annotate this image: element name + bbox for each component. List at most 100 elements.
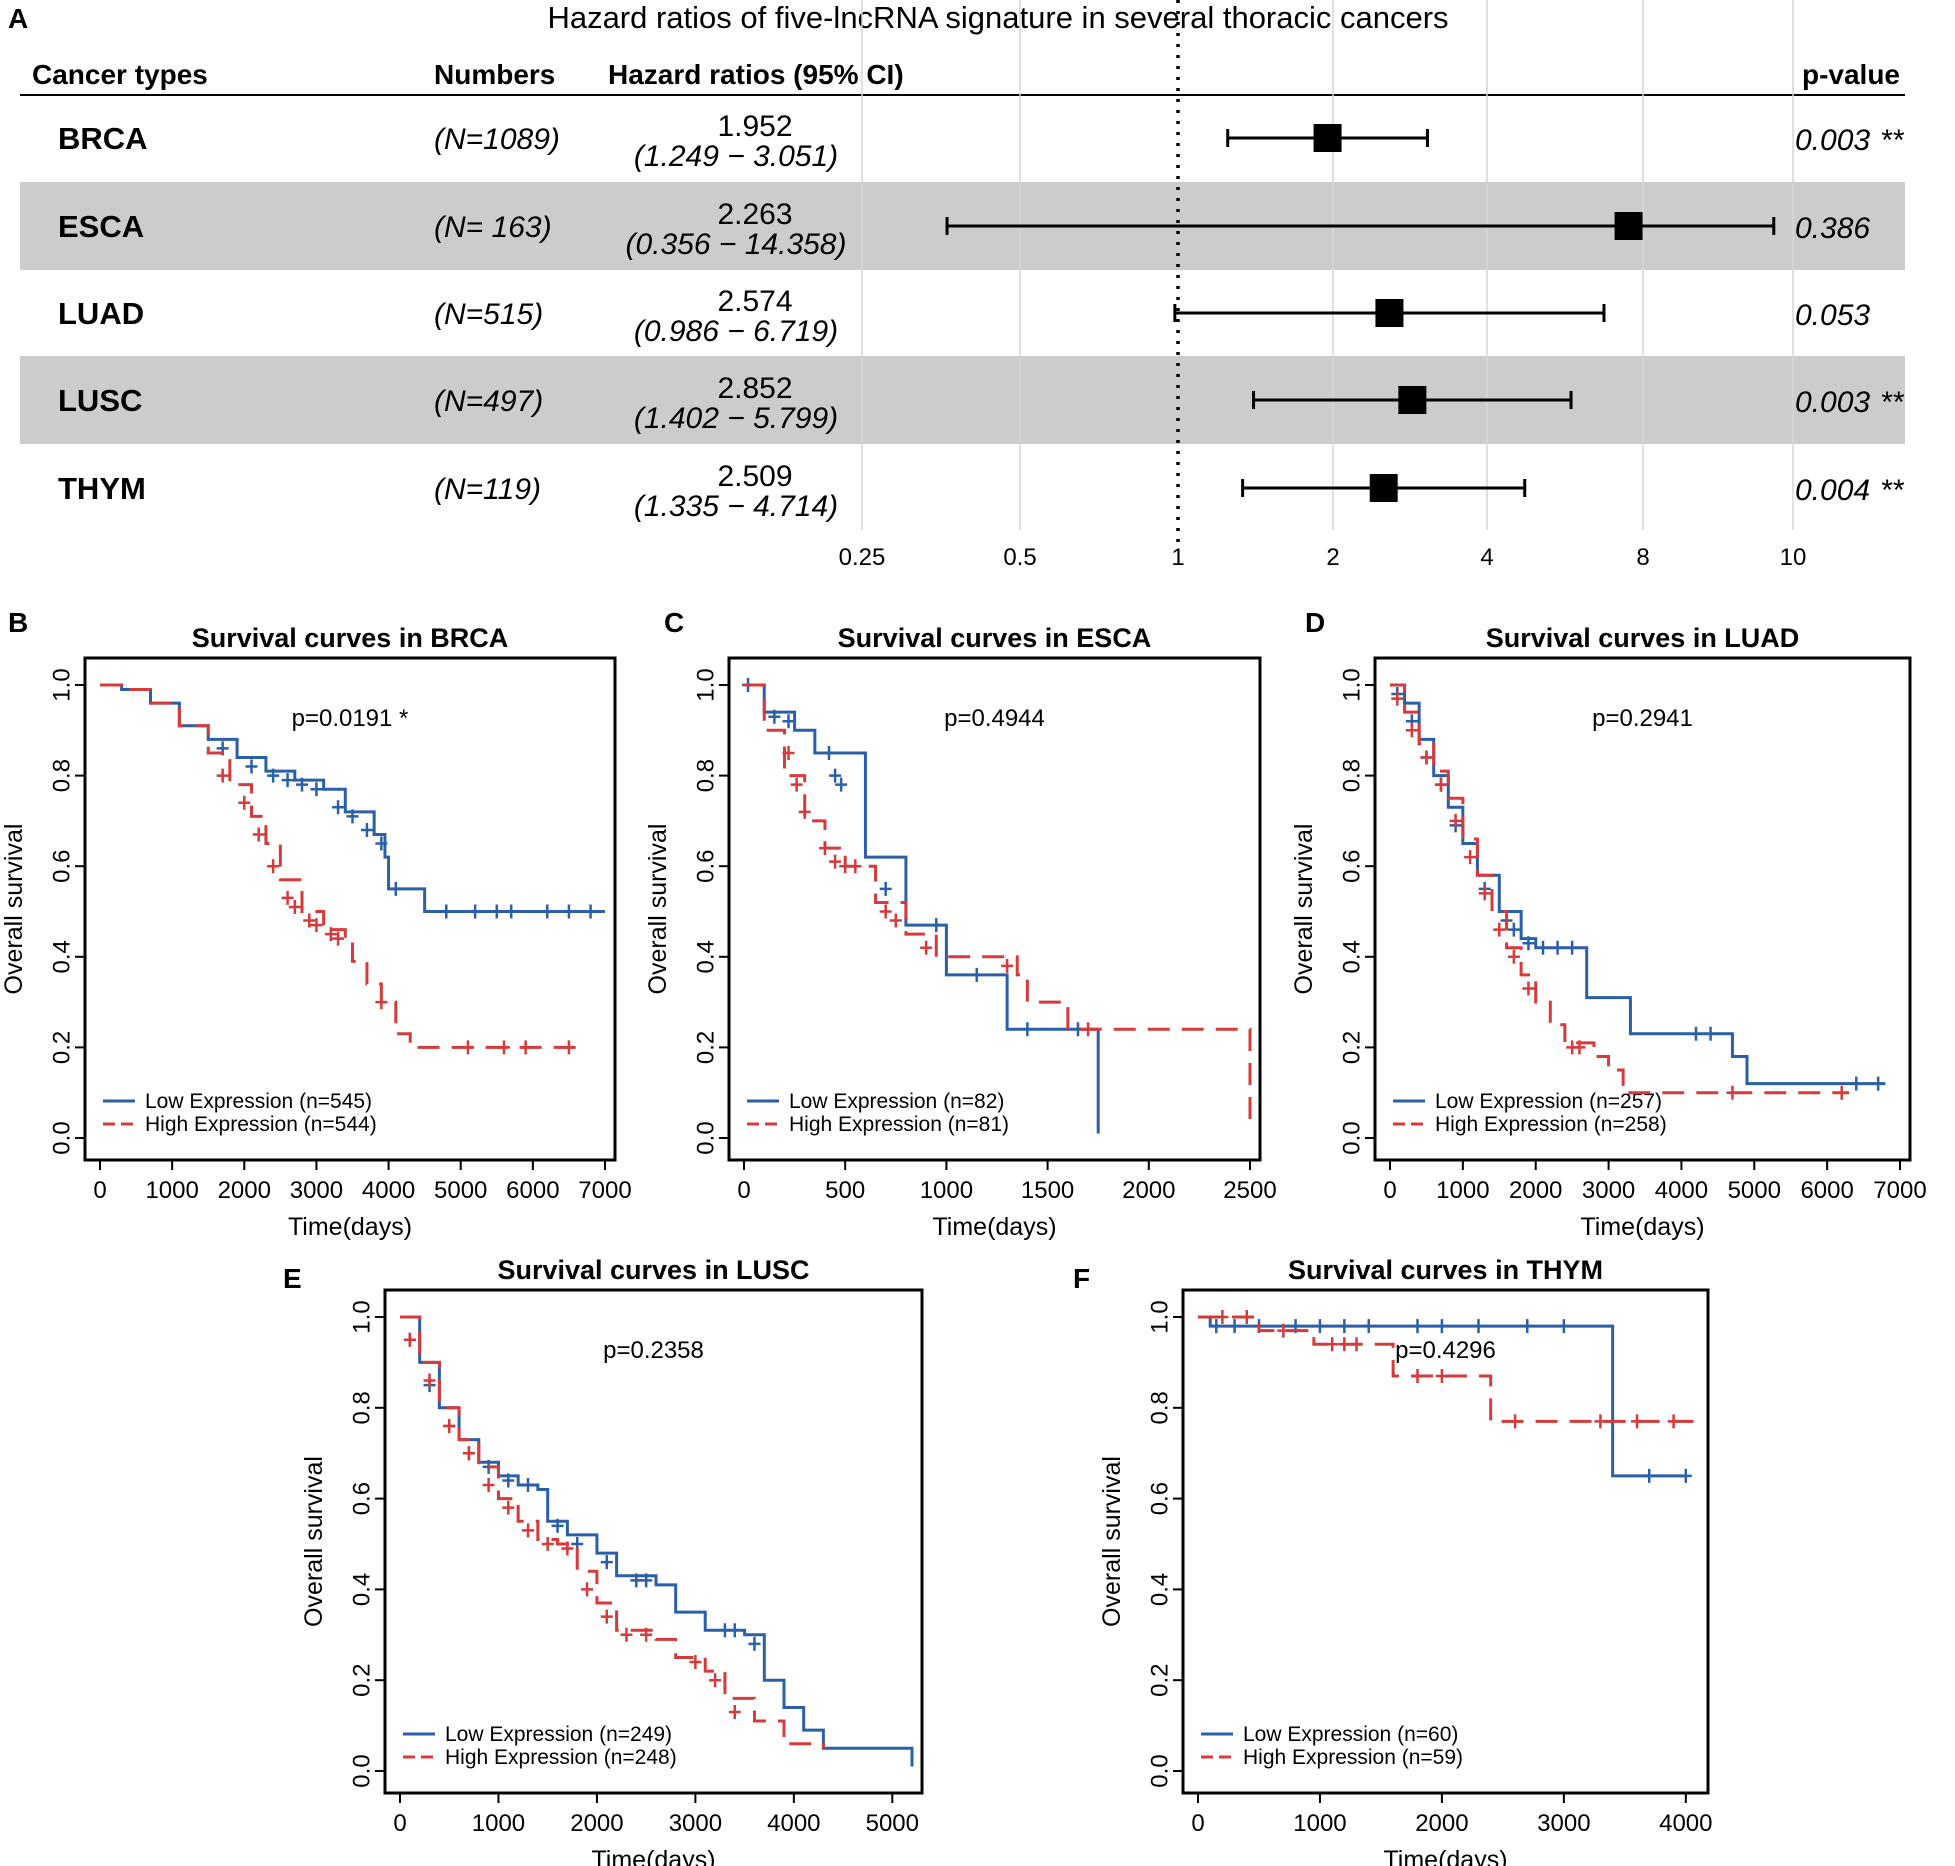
survival-curve-low [744, 683, 1100, 1134]
header-hazard-ratios: Hazard ratios (95% CI) [608, 59, 904, 90]
censor-mark [728, 1623, 741, 1638]
censor-mark [551, 1518, 564, 1533]
forest-x-ticks: 0.25 0.5 1 2 4 8 10 [839, 544, 1807, 571]
censor-mark [1210, 1319, 1223, 1334]
censor-mark [281, 773, 294, 788]
censor-mark [440, 904, 453, 919]
survival-curve-high [744, 683, 1252, 1129]
censor-mark [443, 1418, 456, 1433]
censor-mark [1850, 1076, 1863, 1091]
censor-mark [423, 1373, 436, 1388]
censor-mark [522, 1477, 534, 1492]
y-tick-label: 0.2 [48, 1031, 75, 1064]
forest-row-brca: BRCA (N=1089) 1.952(1.249 − 3.051) 0.003 ** [58, 110, 1905, 173]
censor-mark [522, 1523, 534, 1538]
censor-mark [970, 967, 983, 982]
censor-mark [541, 904, 554, 919]
survival-panel-e: E Survival curves in LUSC 0 1000 2000 3000 400… [283, 1255, 924, 1866]
y-tick-label: 1.0 [348, 1300, 375, 1333]
forest-gridlines [861, 0, 1794, 548]
x-tick-label: 0 [1191, 1810, 1204, 1837]
plot-frame [727, 656, 1262, 1162]
forest-plot: A Hazard ratios of five-lncRNA signature… [8, 0, 1905, 571]
x-tick-label: 0.25 [839, 544, 886, 571]
censor-mark [1411, 1319, 1424, 1334]
sample-number: (N=1089) [434, 123, 560, 156]
y-tick-label: 0.0 [1146, 1754, 1173, 1787]
censor-mark [1493, 922, 1506, 937]
censor-mark [920, 940, 933, 955]
header-numbers: Numbers [434, 59, 555, 90]
censor-mark [310, 782, 323, 797]
x-tick-label: 3000 [669, 1810, 722, 1837]
y-tick-label: 0.6 [348, 1482, 375, 1515]
y-tick-label: 0.8 [1146, 1391, 1173, 1424]
x-tick-label: 0 [93, 1177, 106, 1204]
significance: ** [1880, 386, 1905, 419]
censor-mark [1001, 958, 1014, 973]
plot-frame [1373, 656, 1912, 1162]
plot-frame [1181, 1288, 1710, 1795]
censor-mark [1679, 1468, 1692, 1483]
legend-label: Low Expression (n=545) [145, 1090, 372, 1113]
x-tick-label: 1000 [145, 1177, 198, 1204]
y-tick-label: 0.4 [1338, 940, 1365, 973]
y-tick-label: 0.8 [48, 759, 75, 792]
x-tick-label: 1000 [1436, 1177, 1489, 1204]
censor-mark [782, 714, 795, 729]
censor-mark [505, 904, 518, 919]
survival-panel-c: C Survival curves in ESCA 0 500 1000 1500 2000… [644, 607, 1277, 1241]
censor-mark [640, 1573, 653, 1588]
x-tick-label: 500 [825, 1177, 865, 1204]
x-tick-label: 1000 [920, 1177, 973, 1204]
hr-point [1369, 474, 1398, 502]
x-tick-label: 4000 [767, 1810, 820, 1837]
y-tick-label: 0.2 [348, 1664, 375, 1697]
legend-label: Low Expression (n=249) [445, 1723, 672, 1746]
censor-mark [1216, 1310, 1229, 1324]
censor-mark [1704, 1026, 1717, 1041]
survival-curve-high [100, 683, 584, 1049]
p-value: 0.053 [1795, 299, 1870, 332]
legend-label: High Expression (n=258) [1435, 1113, 1667, 1136]
x-tick-label: 4000 [1659, 1810, 1712, 1837]
censor-mark [1391, 691, 1404, 706]
y-tick-label: 0.2 [692, 1031, 719, 1064]
censor-mark [1507, 922, 1520, 937]
censor-mark [502, 1500, 515, 1515]
x-tick-label: 7000 [578, 1177, 631, 1204]
y-tick-label: 1.0 [1146, 1300, 1173, 1333]
y-tick-label: 1.0 [48, 668, 75, 701]
hr-point [1398, 386, 1427, 414]
panel-label: B [8, 607, 28, 638]
censor-mark [581, 1582, 594, 1597]
cancer-type: BRCA [58, 121, 148, 156]
survival-panel-b: B Survival curves in BRCA 0 1000 2000 3000 400… [0, 607, 632, 1241]
x-tick-label: 0 [393, 1810, 406, 1837]
censor-mark [1420, 750, 1433, 765]
p-value-label: p=0.4296 [1395, 1337, 1496, 1364]
confidence-interval: (0.356 − 14.358) [625, 228, 846, 261]
y-tick-label: 0.6 [1146, 1482, 1173, 1515]
panel-title: Survival curves in LUSC [497, 1255, 809, 1285]
y-tick-label: 0.8 [348, 1391, 375, 1424]
p-value-label: p=0.2941 [1592, 705, 1693, 732]
significance: ** [1880, 474, 1905, 507]
censor-mark [1240, 1310, 1253, 1324]
p-value-label: p=0.2358 [603, 1337, 704, 1364]
censor-mark [620, 1627, 633, 1642]
censor-mark [375, 836, 388, 851]
censor-mark [879, 881, 892, 896]
x-tick-label: 1000 [472, 1810, 525, 1837]
censor-mark [1690, 1026, 1702, 1041]
censor-mark [689, 1655, 702, 1670]
significance: ** [1880, 124, 1905, 157]
x-tick-label: 4 [1480, 544, 1493, 571]
censor-mark [1411, 1369, 1424, 1384]
legend-label: High Expression (n=544) [145, 1113, 377, 1136]
x-tick-label: 4000 [1655, 1177, 1708, 1204]
p-value: 0.003 [1795, 124, 1870, 157]
censor-mark [303, 913, 316, 928]
censor-mark [1021, 1022, 1034, 1037]
